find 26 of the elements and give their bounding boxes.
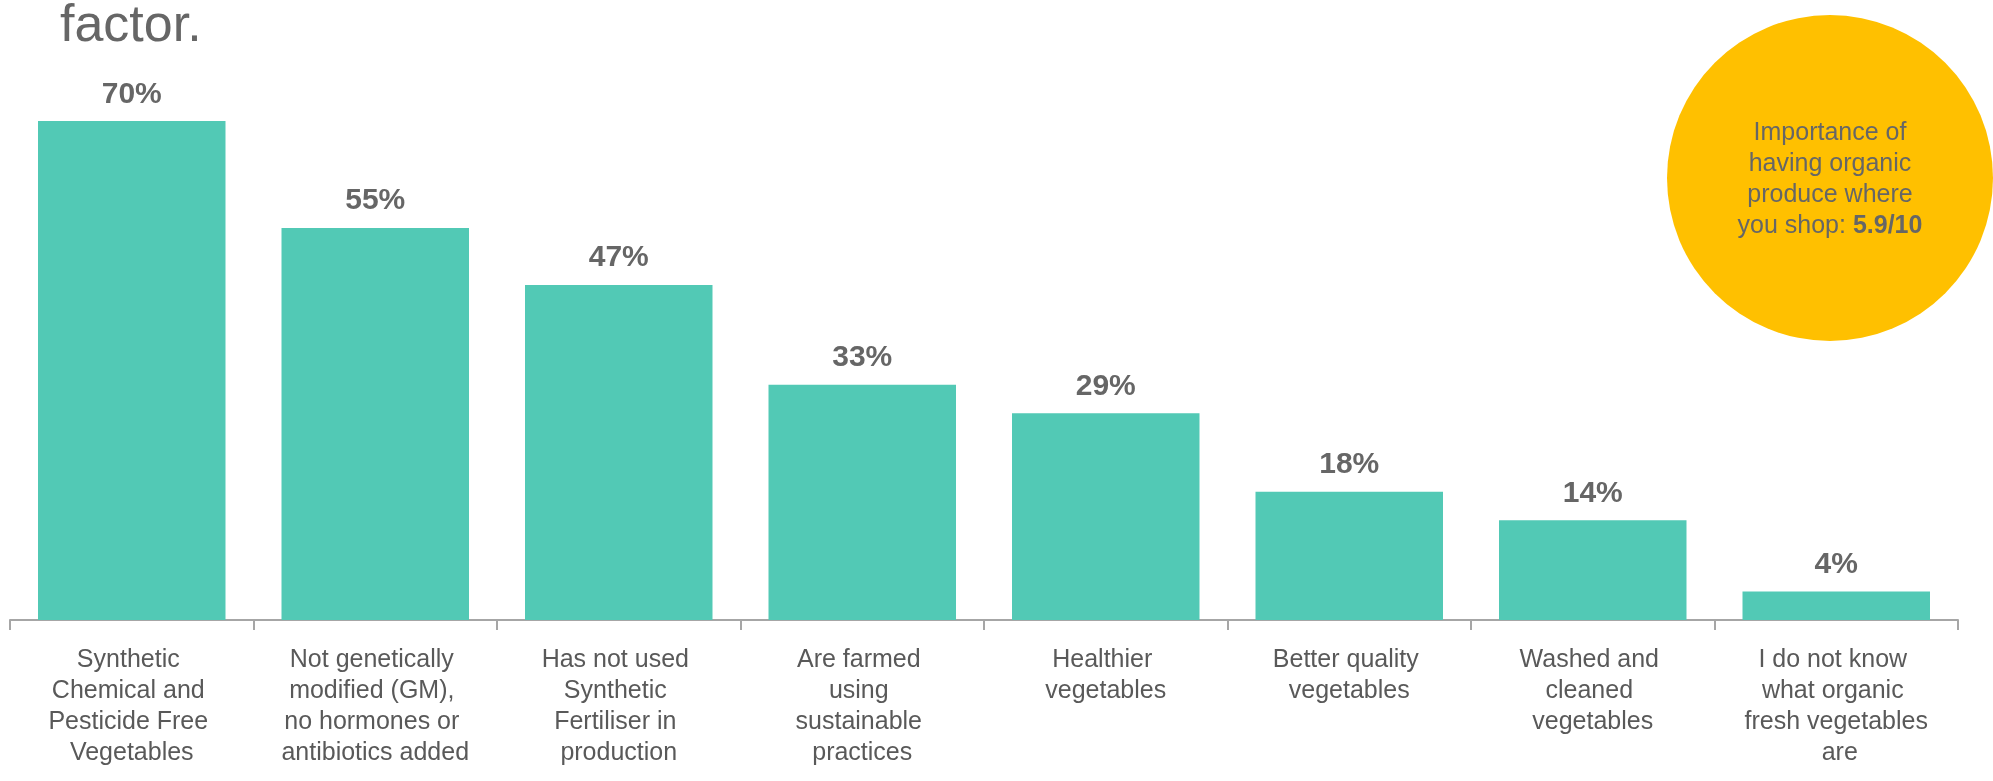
bar [525, 284, 713, 620]
x-tick-label: Washed and cleaned vegetables [1519, 643, 1666, 734]
data-label: 33% [832, 339, 893, 373]
bar [281, 227, 469, 620]
chart-title: factor. [60, 0, 202, 52]
x-tick-label: I do not know what organic fresh vegetables are [1744, 643, 1928, 765]
data-label: 14% [1562, 474, 1623, 508]
bar [1742, 591, 1930, 620]
x-tick-label: Healthier vegetables [1045, 643, 1167, 703]
bar [38, 121, 226, 620]
data-label: 70% [101, 75, 162, 109]
x-tick-label: Synthetic Chemical and Pesticide Free Vegetables [48, 643, 216, 765]
bar [768, 384, 956, 620]
data-label: 55% [345, 182, 406, 216]
bar [1012, 413, 1200, 620]
x-tick-label: Not genetically modified (GM), no hormones or antibiotics added [281, 643, 470, 765]
data-label: 4% [1814, 545, 1858, 579]
x-tick-label: Better quality vegetables [1272, 643, 1426, 703]
data-label: 47% [588, 239, 649, 273]
bar [1255, 491, 1443, 620]
x-tick-label: Has not used Synthetic Fertiliser in production [541, 643, 696, 765]
data-label: 29% [1075, 367, 1136, 401]
x-tick-label: Are farmed using sustainable practices [795, 643, 929, 765]
data-label: 18% [1319, 446, 1380, 480]
annotation: Importance of having organic produce where you shop: 5.9/10 [1736, 116, 1924, 240]
bar [1499, 520, 1687, 620]
